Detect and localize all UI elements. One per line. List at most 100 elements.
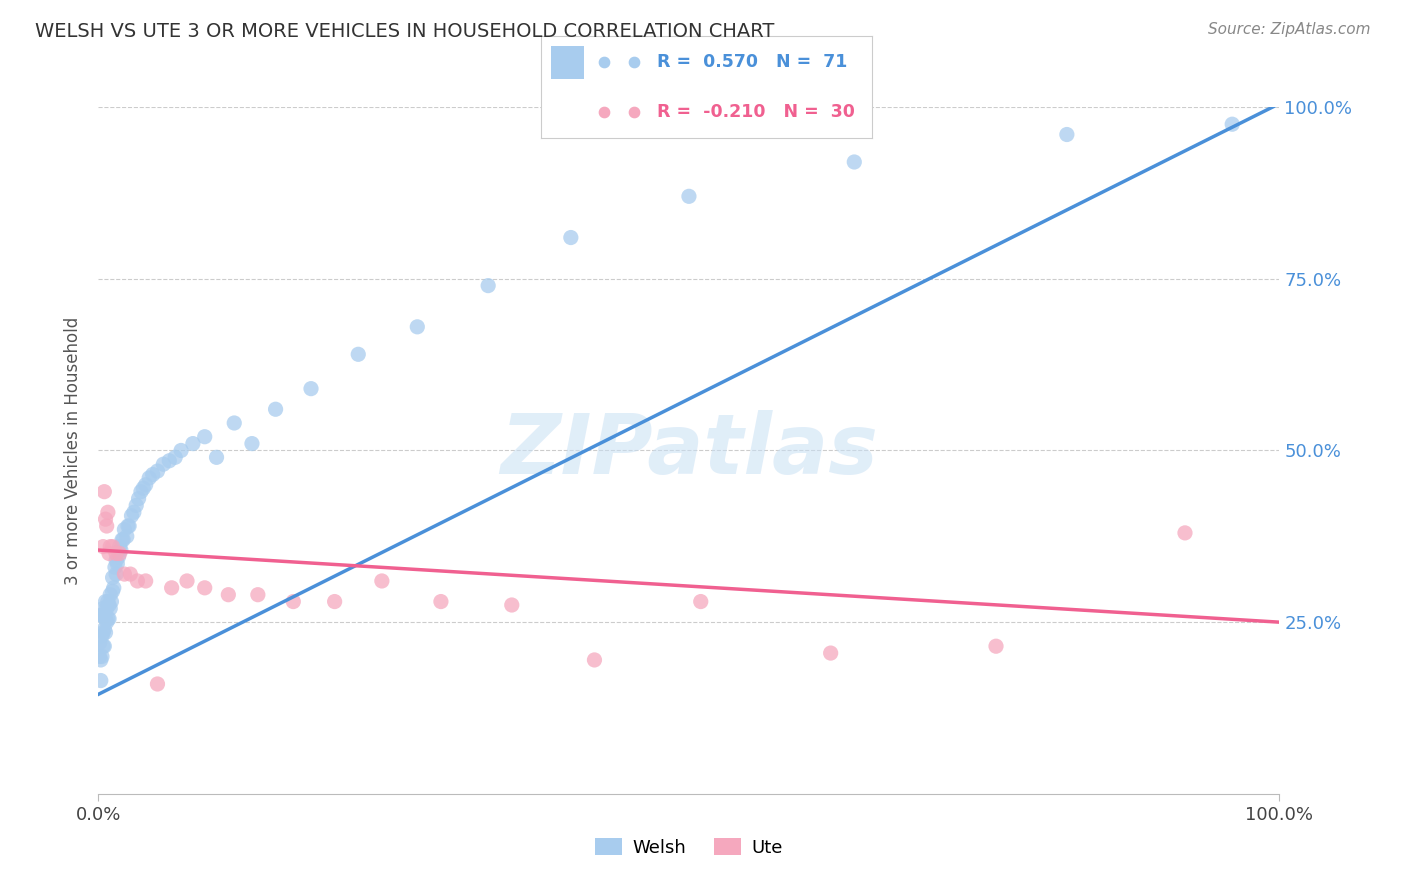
- Point: [1174, 525, 1197, 540]
- Point: [501, 598, 523, 612]
- Point: [115, 529, 138, 543]
- Point: [94, 594, 117, 608]
- Point: [98, 546, 121, 561]
- Point: [623, 104, 645, 119]
- Point: [97, 594, 120, 608]
- Point: [98, 612, 121, 626]
- Point: [90, 653, 112, 667]
- Point: [160, 581, 183, 595]
- Point: [181, 436, 204, 450]
- Point: [299, 382, 322, 396]
- Point: [1220, 117, 1243, 131]
- Point: [97, 612, 120, 626]
- Point: [105, 553, 128, 567]
- Point: [89, 636, 111, 650]
- Point: [90, 608, 112, 623]
- Point: [127, 574, 149, 588]
- Point: [107, 549, 129, 564]
- Point: [94, 612, 117, 626]
- Point: [122, 505, 145, 519]
- Point: [371, 574, 394, 588]
- Point: [96, 601, 118, 615]
- Point: [91, 540, 114, 554]
- Point: [98, 588, 121, 602]
- Point: [94, 625, 117, 640]
- Point: [117, 519, 139, 533]
- Point: [984, 639, 1007, 653]
- Point: [112, 523, 135, 537]
- Point: [477, 278, 499, 293]
- Point: [240, 436, 263, 450]
- Point: [111, 533, 134, 547]
- Point: [128, 491, 150, 506]
- Point: [91, 649, 114, 664]
- Point: [93, 608, 115, 623]
- Point: [112, 533, 135, 547]
- Point: [90, 673, 112, 688]
- Point: [820, 646, 842, 660]
- Point: [347, 347, 370, 361]
- Point: [93, 484, 115, 499]
- Text: ZIPatlas: ZIPatlas: [501, 410, 877, 491]
- Point: [132, 481, 155, 495]
- Point: [91, 608, 114, 623]
- Point: [135, 574, 157, 588]
- Point: [406, 319, 429, 334]
- Point: [91, 625, 114, 640]
- Point: [194, 430, 217, 444]
- Bar: [551, 45, 585, 78]
- Point: [98, 598, 121, 612]
- Point: [689, 594, 711, 608]
- Point: [224, 416, 246, 430]
- Point: [105, 567, 128, 582]
- Point: [678, 189, 700, 203]
- Point: [105, 557, 128, 571]
- Y-axis label: 3 or more Vehicles in Household: 3 or more Vehicles in Household: [65, 317, 83, 584]
- Point: [205, 450, 228, 465]
- Point: [100, 594, 122, 608]
- Point: [91, 639, 114, 653]
- Point: [146, 677, 169, 691]
- Text: WELSH VS UTE 3 OR MORE VEHICLES IN HOUSEHOLD CORRELATION CHART: WELSH VS UTE 3 OR MORE VEHICLES IN HOUSE…: [35, 22, 775, 41]
- Point: [135, 478, 157, 492]
- Point: [108, 546, 131, 561]
- Point: [560, 230, 582, 244]
- Point: [101, 584, 124, 599]
- Point: [98, 601, 121, 615]
- Point: [125, 499, 148, 513]
- Point: [96, 615, 118, 630]
- Point: [101, 570, 124, 584]
- Point: [152, 457, 174, 471]
- Point: [283, 594, 305, 608]
- Point: [104, 560, 127, 574]
- Point: [264, 402, 287, 417]
- Point: [105, 546, 128, 561]
- Text: Source: ZipAtlas.com: Source: ZipAtlas.com: [1208, 22, 1371, 37]
- Point: [246, 588, 269, 602]
- Text: R =  -0.210   N =  30: R = -0.210 N = 30: [657, 103, 855, 120]
- Point: [98, 540, 121, 554]
- Point: [91, 601, 114, 615]
- Point: [138, 471, 160, 485]
- Point: [217, 588, 239, 602]
- Legend: Welsh, Ute: Welsh, Ute: [588, 831, 790, 863]
- Point: [110, 543, 132, 558]
- Point: [593, 104, 616, 119]
- Point: [103, 581, 125, 595]
- Point: [176, 574, 198, 588]
- Point: [593, 55, 616, 70]
- Point: [157, 454, 180, 468]
- Text: R =  0.570   N =  71: R = 0.570 N = 71: [657, 54, 848, 71]
- Point: [142, 467, 165, 482]
- Point: [146, 464, 169, 478]
- Point: [93, 639, 115, 653]
- Point: [323, 594, 346, 608]
- Point: [844, 155, 866, 169]
- Point: [118, 519, 141, 533]
- Point: [430, 594, 453, 608]
- Point: [101, 540, 124, 554]
- Point: [623, 55, 645, 70]
- Point: [194, 581, 217, 595]
- Point: [108, 540, 131, 554]
- Point: [91, 629, 114, 643]
